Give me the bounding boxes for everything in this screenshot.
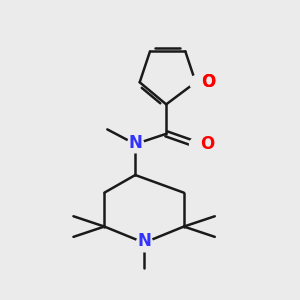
Text: N: N: [137, 232, 151, 250]
Text: O: O: [201, 73, 215, 91]
Text: O: O: [200, 135, 214, 153]
Text: O: O: [201, 73, 215, 91]
Text: N: N: [128, 134, 142, 152]
